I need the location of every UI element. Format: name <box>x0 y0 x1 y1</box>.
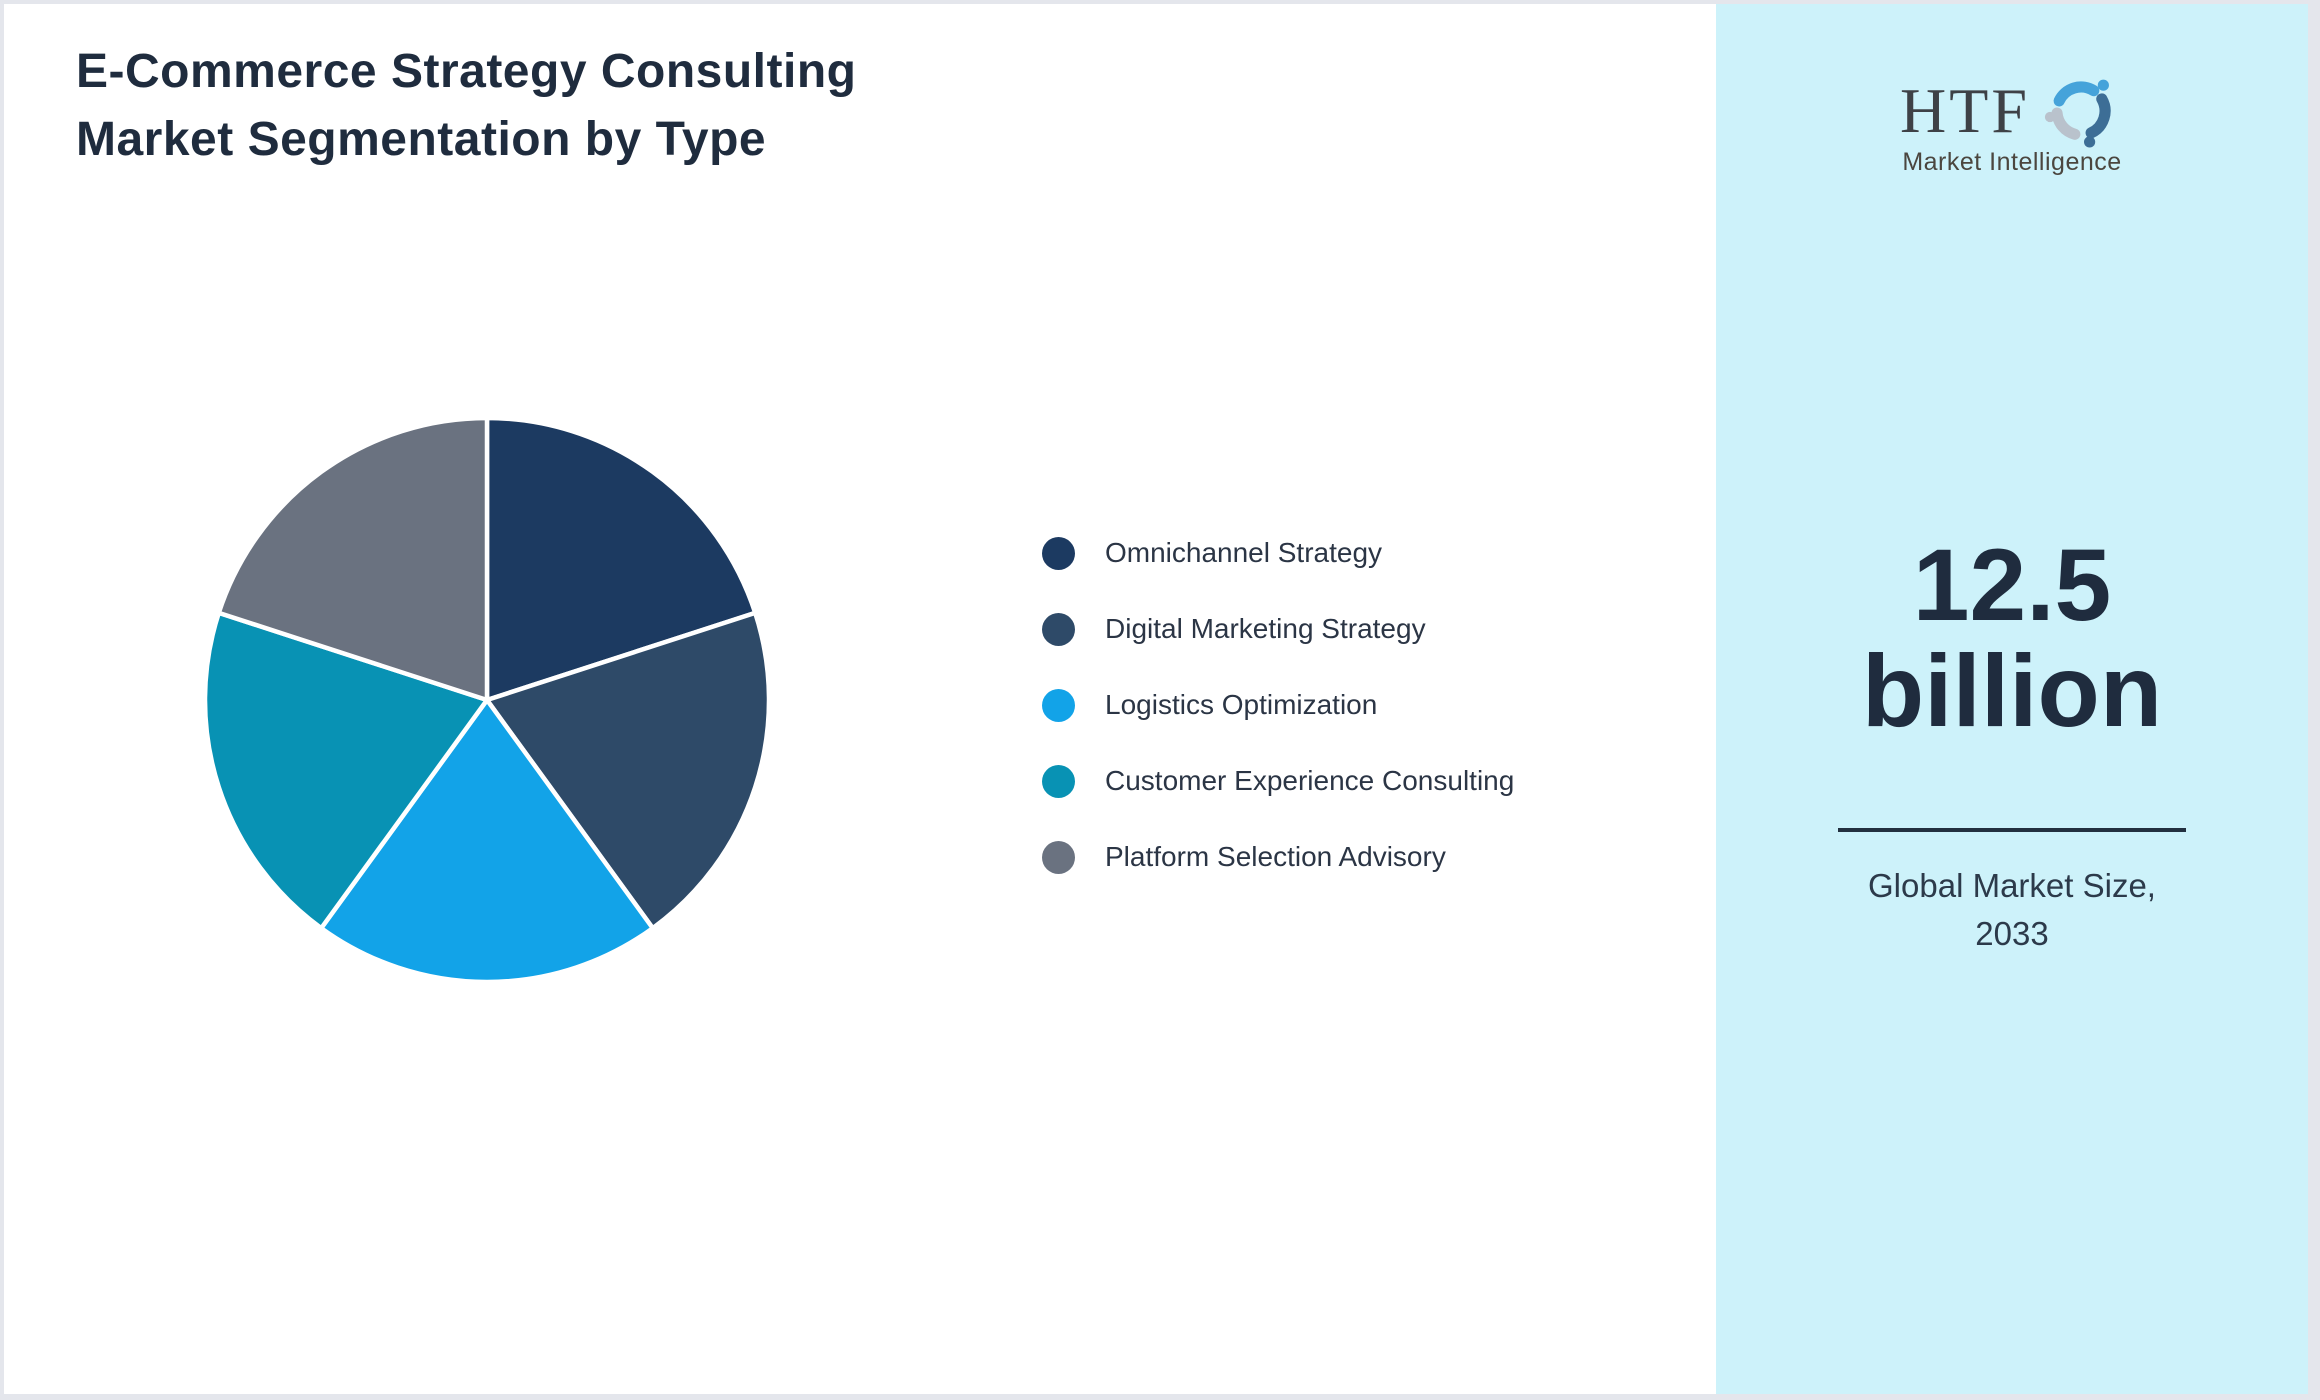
legend-label: Platform Selection Advisory <box>1105 841 1446 872</box>
dolphin-gray <box>2051 107 2081 140</box>
pie-slice-logistics-optimization <box>318 697 656 985</box>
legend-label: Digital Marketing Strategy <box>1105 613 1426 644</box>
page-title-line1: E-Commerce Strategy Consulting <box>76 45 857 98</box>
logo-subtitle: Market Intelligence <box>1902 148 2122 176</box>
legend-item: Digital Marketing Strategy <box>1042 591 1514 667</box>
pie-slice-platform-selection-advisory <box>216 415 490 703</box>
legend-color-dot <box>1042 612 1075 646</box>
legend-color-dot <box>1042 688 1075 722</box>
pie-slice-digital-marketing-strategy <box>484 610 772 931</box>
dolphins-logo-icon <box>2044 79 2111 148</box>
market-size-value: 12.5 billion <box>1716 532 2308 744</box>
market-size-unit: billion <box>1861 634 2163 748</box>
market-size-number: 12.5 <box>1912 528 2112 642</box>
logo-text: HTF <box>1900 75 2030 146</box>
legend-item: Platform Selection Advisory <box>1042 819 1514 895</box>
legend-color-dot <box>1042 764 1075 798</box>
market-size-label-line1: Global Market Size, <box>1868 867 2156 904</box>
dolphin-light-blue <box>2053 81 2100 107</box>
dolphin-ball-light-blue <box>2097 79 2109 91</box>
dolphin-ball-dark-blue <box>2083 136 2096 148</box>
legend-color-dot <box>1042 536 1075 570</box>
page-title: E-Commerce Strategy Consulting Market Seg… <box>76 38 856 174</box>
pie-chart <box>187 400 787 1000</box>
brand-logo: HTF Market Intelligence <box>1716 74 2308 177</box>
brand-logo-row: HTF <box>1900 74 2124 148</box>
pie-slice-omnichannel-strategy <box>484 415 758 703</box>
legend-label: Customer Experience Consulting <box>1105 765 1515 796</box>
sidebar: HTF Market Intelligence 12.5 billion Glob… <box>1716 4 2308 1394</box>
legend-label: Omnichannel Strategy <box>1105 537 1383 568</box>
page-title-line2: Market Segmentation by Type <box>76 113 767 166</box>
content-area: E-Commerce Strategy Consulting Market Seg… <box>4 4 2308 1394</box>
pie-chart-svg <box>202 415 772 985</box>
legend-item: Customer Experience Consulting <box>1042 743 1514 819</box>
pie-slice-customer-experience-consulting <box>202 610 490 931</box>
divider-line <box>1838 828 2186 832</box>
legend-item: Logistics Optimization <box>1042 667 1514 743</box>
legend-color-dot <box>1042 840 1075 874</box>
market-size-label: Global Market Size, 2033 <box>1716 862 2308 958</box>
legend-item: Omnichannel Strategy <box>1042 515 1514 591</box>
market-size-label-line2: 2033 <box>1975 915 2049 952</box>
dolphin-dark-blue <box>2085 93 2111 139</box>
legend-label: Logistics Optimization <box>1105 689 1378 720</box>
dolphin-ball-gray <box>2044 111 2056 123</box>
legend: Omnichannel Strategy Digital Marketing St… <box>1042 515 1514 895</box>
